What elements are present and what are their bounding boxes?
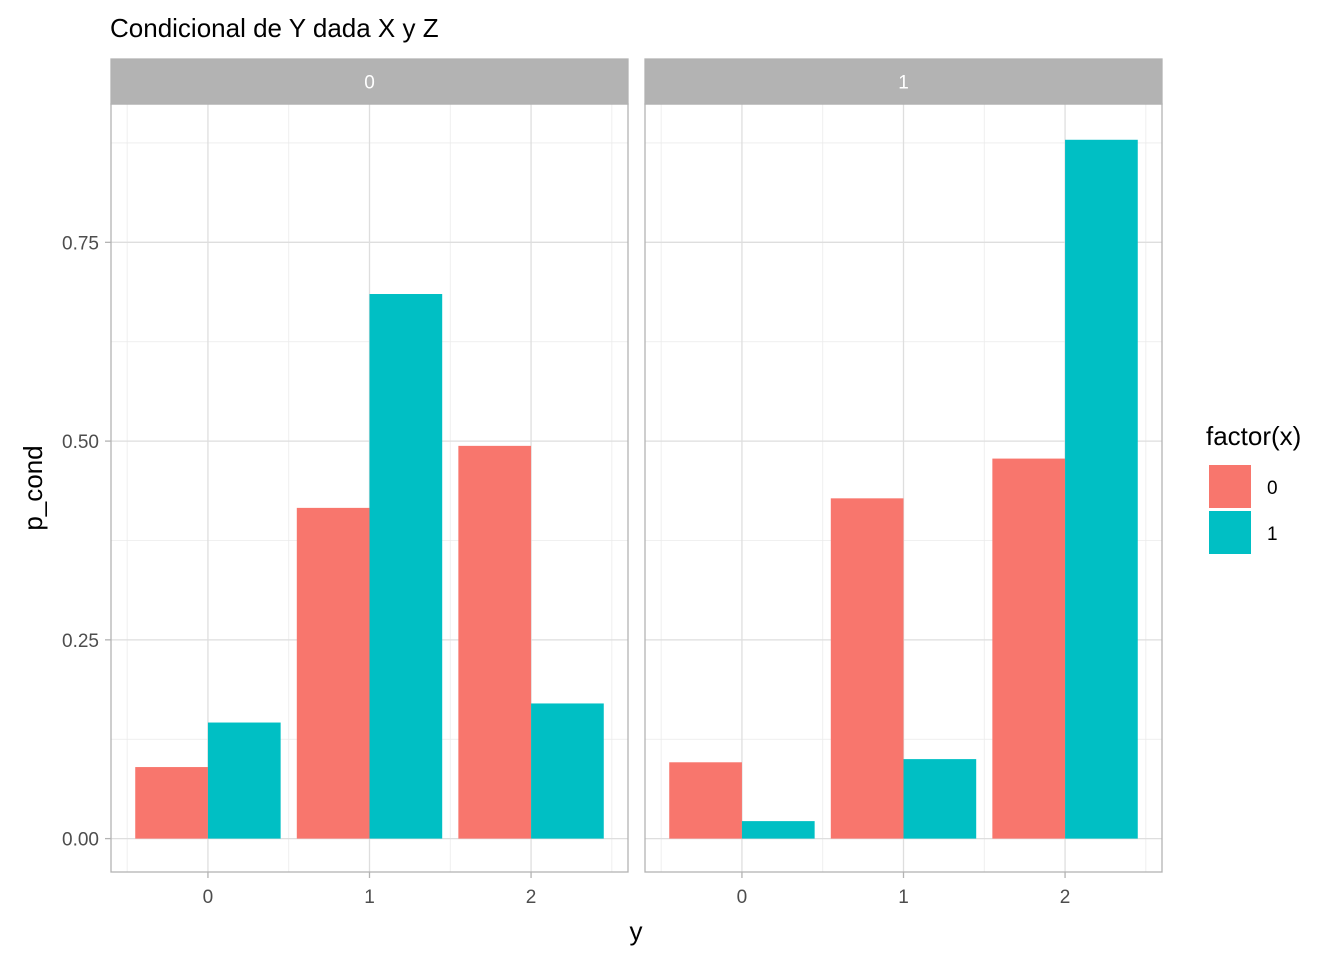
facets: 0 0 1 2 1 0 1 2	[110, 58, 1163, 908]
bar	[741, 821, 815, 839]
x-tick-label: 2	[526, 887, 537, 908]
chart-title: Condicional de Y dada X y Z	[110, 13, 439, 43]
bar	[1065, 139, 1138, 839]
facet-strip-label: 0	[364, 73, 375, 94]
x-axis-title: y	[630, 916, 643, 946]
x-tick-label: 1	[898, 887, 909, 908]
bar	[135, 767, 208, 839]
legend: factor(x) 01	[1206, 421, 1301, 554]
x-tick-label: 1	[364, 887, 375, 908]
y-tick-label: 0.00	[62, 830, 99, 851]
legend-items: 01	[1209, 465, 1278, 554]
y-axis: 0.00 0.25 0.50 0.75	[62, 233, 111, 851]
legend-title: factor(x)	[1206, 421, 1301, 451]
facet-panel: 0 0 1 2	[110, 58, 629, 908]
bar	[369, 294, 443, 839]
x-tick-label: 2	[1060, 887, 1071, 908]
facet-panel: 1 0 1 2	[644, 58, 1163, 908]
bar	[207, 722, 281, 839]
y-tick-label: 0.25	[62, 631, 99, 652]
bar	[669, 762, 742, 839]
facet-strip	[110, 58, 629, 105]
legend-key	[1209, 511, 1251, 554]
bar	[296, 507, 370, 839]
y-tick-label: 0.75	[62, 233, 99, 254]
legend-label: 0	[1267, 478, 1278, 499]
bar	[992, 458, 1066, 839]
legend-label: 1	[1267, 524, 1278, 545]
bar	[830, 498, 904, 839]
y-tick-label: 0.50	[62, 432, 99, 453]
x-tick-label: 0	[737, 887, 748, 908]
bar	[458, 445, 532, 839]
legend-key	[1209, 465, 1251, 508]
x-tick-label: 0	[203, 887, 214, 908]
bar	[903, 759, 977, 839]
facet-strip-label: 1	[898, 73, 909, 94]
bar	[531, 703, 604, 839]
facet-strip	[644, 58, 1163, 105]
y-axis-title: p_cond	[18, 445, 48, 530]
